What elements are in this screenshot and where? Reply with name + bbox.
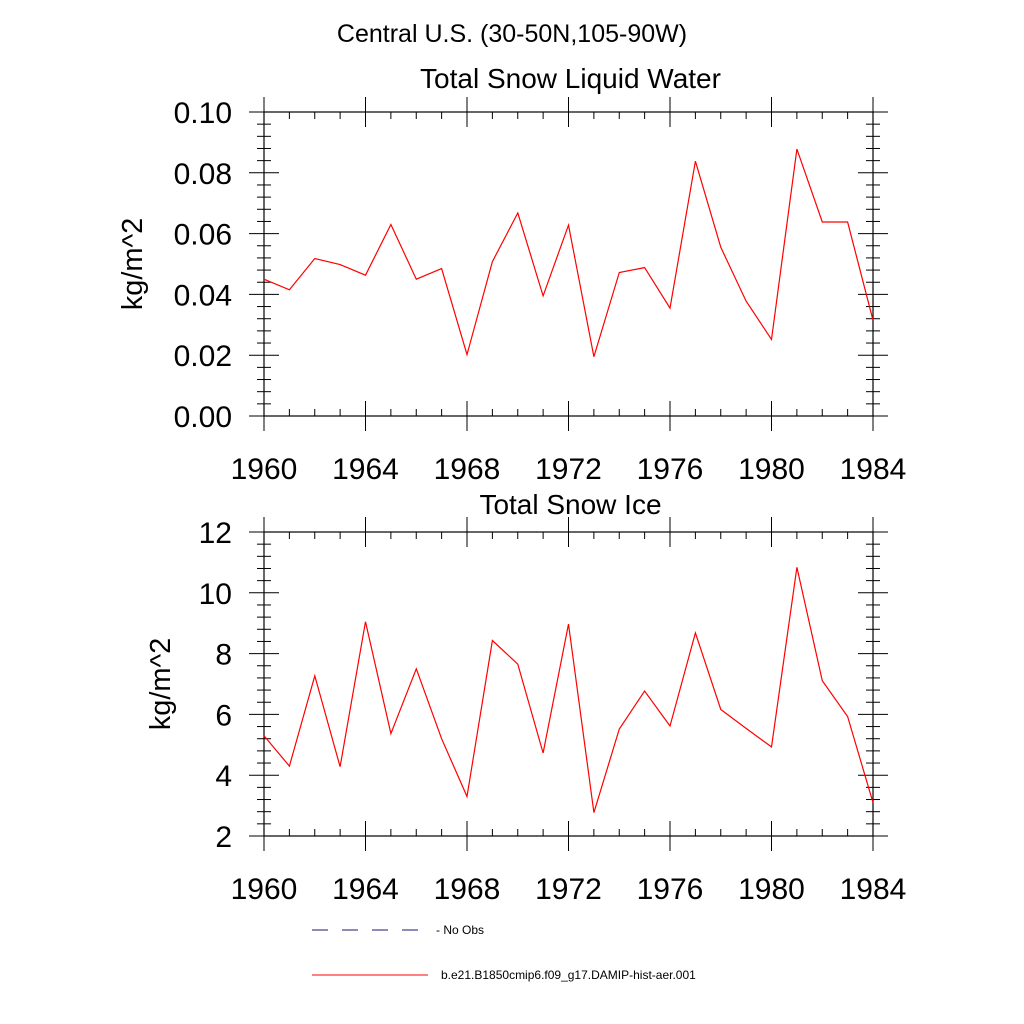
legend: - No Obs b.e21.B1850cmip6.f09_g17.DAMIP-h… <box>312 923 696 982</box>
y-tick-label: 10 <box>199 578 232 611</box>
x-tick-label: 1972 <box>535 873 602 906</box>
plot-frame <box>263 531 874 837</box>
y-tick-label: 0.08 <box>174 158 232 191</box>
y-axis-label: kg/m^2 <box>117 218 149 311</box>
x-tick-label: 1976 <box>637 453 704 486</box>
y-tick-label: 0.00 <box>174 401 232 434</box>
y-tick-label: 4 <box>215 760 232 793</box>
y-tick-label: 0.04 <box>174 279 232 312</box>
x-tick-label: 1968 <box>434 873 501 906</box>
x-tick-label: 1964 <box>332 453 399 486</box>
y-tick-label: 0.02 <box>174 340 232 373</box>
x-tick-label: 1960 <box>231 453 298 486</box>
x-tick-label: 1976 <box>637 873 704 906</box>
y-tick-label: 2 <box>215 821 232 854</box>
x-tick-label: 1984 <box>840 873 907 906</box>
chart-title: Total Snow Liquid Water <box>420 63 721 94</box>
chart-title: Total Snow Ice <box>479 489 661 520</box>
x-tick-label: 1960 <box>231 873 298 906</box>
series-line <box>263 567 874 813</box>
chart-panel-1: Total Snow Liquid Water 1960 1964 1968 1972 1… <box>117 63 906 486</box>
legend-label: b.e21.B1850cmip6.f09_g17.DAMIP-hist-aer.… <box>441 968 696 982</box>
figure-suptitle: Central U.S. (30-50N,105-90W) <box>337 20 687 48</box>
x-tick-label: 1972 <box>535 453 602 486</box>
x-tick-label: 1964 <box>332 873 399 906</box>
legend-label: - No Obs <box>436 923 484 937</box>
x-tick-label: 1980 <box>738 873 805 906</box>
chart-panel-2: Total Snow Ice 1960 1964 1968 1972 1976 1980 19… <box>145 489 906 906</box>
x-tick-label: 1984 <box>840 453 907 486</box>
y-tick-label: 0.06 <box>174 219 232 252</box>
y-axis-label: kg/m^2 <box>145 638 177 731</box>
y-tick-label: 0.10 <box>174 97 232 130</box>
series-line <box>263 148 874 357</box>
x-tick-label: 1980 <box>738 453 805 486</box>
y-tick-label: 8 <box>215 639 232 672</box>
x-tick-label: 1968 <box>434 453 501 486</box>
y-tick-label: 12 <box>199 517 232 550</box>
y-tick-label: 6 <box>215 699 232 732</box>
